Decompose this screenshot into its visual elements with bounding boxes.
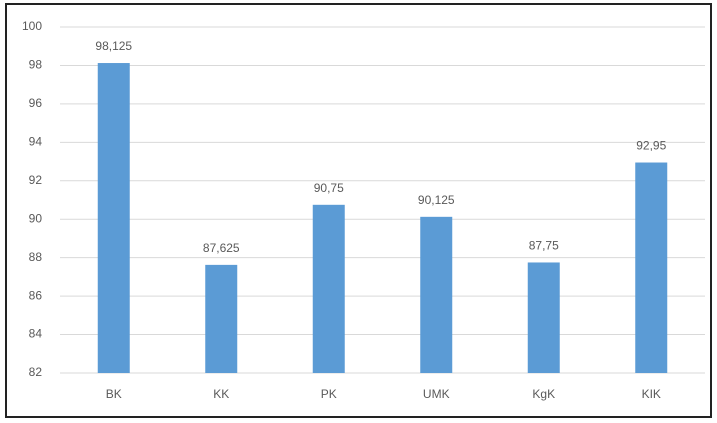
bar (420, 216, 453, 373)
value-label: 87,625 (203, 241, 240, 255)
value-label: 98,125 (95, 39, 132, 53)
value-label: 90,75 (314, 181, 344, 195)
bar (312, 204, 345, 373)
y-tick-label: 100 (22, 19, 42, 33)
x-tick-label: BK (106, 387, 122, 401)
y-tick-label: 84 (29, 327, 43, 341)
value-label: 87,75 (529, 239, 559, 253)
x-tick-label: KIK (642, 387, 661, 401)
y-tick-label: 98 (29, 58, 43, 72)
bar (635, 162, 668, 373)
y-tick-label: 92 (29, 173, 43, 187)
y-tick-label: 96 (29, 96, 43, 110)
value-label: 92,95 (636, 139, 666, 153)
value-label: 90,125 (418, 193, 455, 207)
y-tick-label: 86 (29, 288, 43, 302)
y-tick-label: 88 (29, 250, 43, 264)
x-tick-label: KK (213, 387, 229, 401)
bar (205, 264, 238, 373)
x-tick-label: KgK (532, 387, 555, 401)
bar (527, 262, 560, 373)
y-tick-label: 82 (29, 365, 43, 379)
x-tick-label: PK (321, 387, 337, 401)
y-tick-label: 90 (29, 211, 43, 225)
x-tick-label: UMK (423, 387, 450, 401)
y-tick-label: 94 (29, 135, 43, 149)
bar (97, 63, 130, 374)
